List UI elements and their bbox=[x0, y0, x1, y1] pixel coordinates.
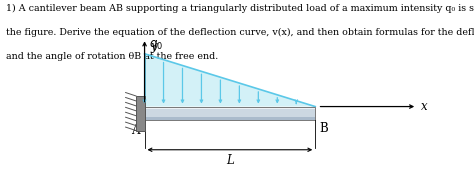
Text: the figure. Derive the equation of the deflection curve, v(x), and then obtain f: the figure. Derive the equation of the d… bbox=[6, 28, 474, 37]
Text: 1) A cantilever beam AB supporting a triangularly distributed load of a maximum : 1) A cantilever beam AB supporting a tri… bbox=[6, 4, 474, 13]
Bar bbox=[136, 96, 145, 131]
Polygon shape bbox=[145, 107, 315, 117]
Polygon shape bbox=[145, 54, 315, 107]
Text: B: B bbox=[319, 122, 328, 135]
Text: and the angle of rotation θB at the free end.: and the angle of rotation θB at the free… bbox=[6, 52, 218, 61]
Text: y: y bbox=[150, 40, 157, 53]
Text: A: A bbox=[131, 124, 140, 137]
Text: $q_0$: $q_0$ bbox=[149, 38, 164, 52]
Text: x: x bbox=[421, 100, 428, 113]
Text: L: L bbox=[226, 154, 234, 167]
Polygon shape bbox=[145, 117, 315, 120]
